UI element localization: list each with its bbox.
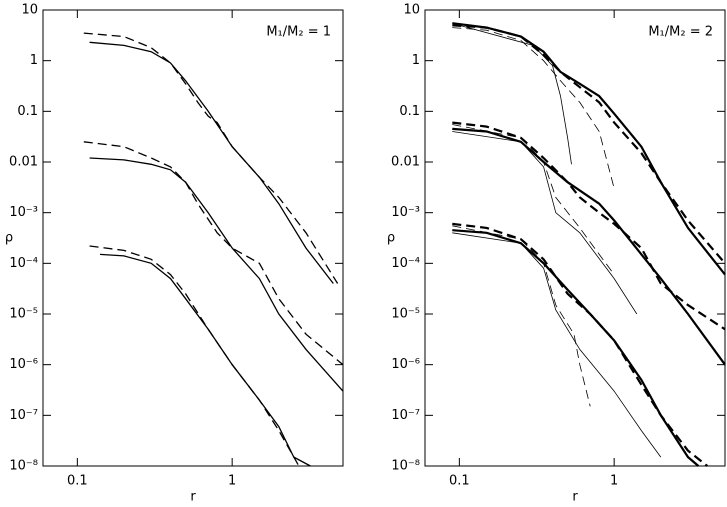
y-tick-label: 10⁻⁴ bbox=[391, 256, 420, 271]
y-axis-label: ρ bbox=[5, 231, 13, 246]
series-line bbox=[89, 245, 300, 467]
x-tick-label: 1 bbox=[228, 474, 236, 489]
series-line bbox=[89, 157, 344, 392]
y-tick-label: 1 bbox=[30, 53, 38, 68]
series-line bbox=[83, 141, 344, 366]
plot-frame bbox=[424, 9, 726, 467]
y-tick-label: 0.01 bbox=[391, 155, 420, 170]
y-tick-label: 10⁻⁵ bbox=[9, 307, 38, 322]
series-line bbox=[452, 131, 638, 315]
series-line bbox=[452, 225, 591, 407]
y-tick-label: 10⁻⁸ bbox=[9, 459, 38, 474]
plot-frame bbox=[42, 9, 344, 467]
series-line bbox=[83, 32, 339, 284]
series-line bbox=[452, 22, 726, 276]
y-tick-label: 10⁻⁴ bbox=[9, 256, 38, 271]
x-tick-label: 0.1 bbox=[449, 474, 470, 489]
x-axis-label: r bbox=[190, 490, 196, 504]
y-tick-label: 10 bbox=[403, 3, 420, 18]
y-tick-label: 10⁻⁵ bbox=[391, 307, 420, 322]
y-tick-label: 10⁻³ bbox=[391, 205, 420, 220]
y-axis-label: ρ bbox=[387, 231, 395, 246]
series-line bbox=[452, 222, 709, 467]
x-tick-label: 1 bbox=[610, 474, 618, 489]
y-tick-label: 10⁻⁷ bbox=[9, 408, 38, 423]
y-tick-label: 10 bbox=[21, 3, 38, 18]
annotation: M₁/M₂ = 1 bbox=[266, 25, 331, 40]
y-tick-label: 10⁻⁶ bbox=[391, 357, 420, 372]
series-line bbox=[452, 127, 726, 366]
series-line bbox=[452, 24, 726, 265]
series-line bbox=[452, 124, 615, 275]
x-tick-label: 0.1 bbox=[67, 474, 88, 489]
x-axis-label: r bbox=[572, 490, 578, 504]
series-line bbox=[452, 121, 726, 331]
series-line bbox=[459, 24, 572, 165]
y-tick-label: 10⁻⁸ bbox=[391, 459, 420, 474]
series-line bbox=[89, 41, 334, 284]
y-tick-label: 0.01 bbox=[9, 155, 38, 170]
y-tick-label: 0.1 bbox=[399, 104, 420, 119]
y-tick-label: 10⁻⁶ bbox=[9, 357, 38, 372]
series-line bbox=[452, 229, 700, 467]
series-line bbox=[452, 232, 662, 458]
series-line bbox=[452, 27, 615, 189]
y-tick-label: 1 bbox=[412, 53, 420, 68]
annotation: M₁/M₂ = 2 bbox=[648, 25, 713, 40]
y-tick-label: 10⁻⁷ bbox=[391, 408, 420, 423]
y-tick-label: 10⁻³ bbox=[9, 205, 38, 220]
series-line bbox=[99, 253, 311, 467]
y-tick-label: 0.1 bbox=[17, 104, 38, 119]
